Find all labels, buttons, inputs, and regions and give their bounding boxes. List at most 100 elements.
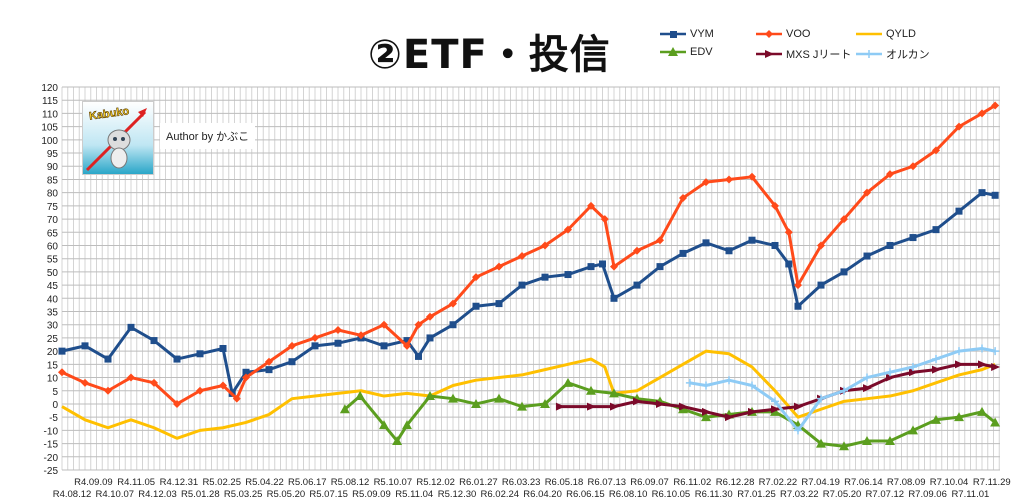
data-point <box>771 405 780 414</box>
data-point <box>288 341 296 350</box>
data-point <box>748 381 756 390</box>
x-tick-label: R7.04.19 <box>801 477 840 488</box>
data-point <box>518 252 526 261</box>
x-tick-label: R5.10.07 <box>374 477 413 488</box>
author-label: Author by かぶこ <box>160 123 256 149</box>
data-point <box>425 391 435 401</box>
data-point <box>886 170 894 179</box>
data-point <box>426 334 434 342</box>
data-point <box>265 366 273 374</box>
data-point <box>909 234 917 242</box>
data-point <box>219 381 227 390</box>
x-tick-label: R7.05.20 <box>823 489 862 500</box>
data-point <box>58 368 66 377</box>
x-tick-label: R5.01.28 <box>181 489 220 500</box>
x-tick-label: R7.02.22 <box>759 477 798 488</box>
data-point <box>909 368 918 377</box>
data-point <box>150 378 158 387</box>
data-point <box>288 358 296 366</box>
data-point <box>954 412 964 422</box>
data-point <box>355 391 366 401</box>
data-point <box>679 402 688 411</box>
x-tick-label: R6.06.15 <box>566 489 605 500</box>
data-point <box>725 413 734 422</box>
x-tick-label: R6.04.20 <box>523 489 562 500</box>
data-point <box>600 215 609 224</box>
data-point <box>886 368 894 377</box>
y-tick-label: 65 <box>47 228 59 239</box>
data-point <box>127 373 135 382</box>
data-point <box>978 189 986 197</box>
data-point <box>587 402 596 411</box>
data-point <box>339 404 350 414</box>
legend-item: EDV <box>660 46 713 58</box>
data-point <box>380 342 388 350</box>
data-point <box>633 246 641 255</box>
data-point <box>555 402 565 411</box>
kabuko-logo: Kabuko <box>82 101 154 175</box>
data-point <box>656 236 664 245</box>
x-tick-label: R5.08.12 <box>331 477 370 488</box>
y-tick-label: 95 <box>47 149 59 160</box>
data-point <box>587 263 595 271</box>
series-QYLD <box>61 349 996 440</box>
legend-marker-icon <box>756 50 782 58</box>
data-point <box>839 441 849 451</box>
data-point <box>472 302 480 310</box>
x-tick-label: R5.11.04 <box>395 489 433 500</box>
data-point <box>909 162 917 171</box>
y-tick-label: 120 <box>41 83 58 94</box>
data-point <box>587 201 595 210</box>
y-tick-label: 25 <box>47 334 59 345</box>
data-point <box>955 207 963 215</box>
data-point <box>219 344 227 352</box>
data-point <box>955 122 963 131</box>
y-tick-label: 0 <box>52 400 58 411</box>
x-tick-label: R6.09.07 <box>630 477 669 488</box>
data-point <box>610 262 618 271</box>
data-point <box>991 191 999 199</box>
y-tick-label: 15 <box>47 360 59 371</box>
data-point <box>449 321 457 329</box>
data-point <box>702 407 711 416</box>
data-point <box>415 352 422 360</box>
data-point <box>885 435 895 445</box>
x-tick-label: R4.09.09 <box>74 477 113 488</box>
series-VYM <box>58 189 999 397</box>
y-tick-label: -10 <box>44 426 59 437</box>
data-point <box>610 294 618 302</box>
y-tick-label: 90 <box>47 162 59 173</box>
data-point <box>334 326 342 335</box>
data-point <box>564 225 572 234</box>
legend-item: MXS Jリート <box>756 46 851 62</box>
x-tick-label: R6.07.13 <box>587 477 626 488</box>
data-point <box>817 241 825 250</box>
x-tick-label: R6.02.24 <box>481 489 520 500</box>
data-point <box>725 376 733 385</box>
legend-label: EDV <box>690 46 713 58</box>
data-point <box>196 350 204 358</box>
data-point <box>840 215 848 224</box>
y-tick-label: 40 <box>47 294 59 305</box>
legend-marker-icon <box>856 50 882 58</box>
data-point <box>725 247 733 255</box>
data-point <box>794 402 803 411</box>
data-point <box>679 249 687 257</box>
x-tick-label: R5.12.02 <box>416 477 455 488</box>
legend-item: VOO <box>756 28 810 40</box>
data-point <box>242 373 250 382</box>
data-point <box>955 347 963 356</box>
data-point <box>863 373 871 382</box>
x-tick-label: R4.10.07 <box>95 489 134 500</box>
y-tick-label: 110 <box>42 109 58 120</box>
data-point <box>357 331 365 340</box>
y-tick-label: -20 <box>44 453 59 464</box>
legend-marker-icon <box>856 32 882 36</box>
y-tick-label: -25 <box>44 466 59 477</box>
legend-label: VOO <box>786 28 811 40</box>
data-point <box>311 342 319 350</box>
data-point <box>599 260 606 268</box>
x-tick-label: R7.11.01 <box>951 489 989 500</box>
x-tick-label: R7.06.14 <box>844 477 883 488</box>
